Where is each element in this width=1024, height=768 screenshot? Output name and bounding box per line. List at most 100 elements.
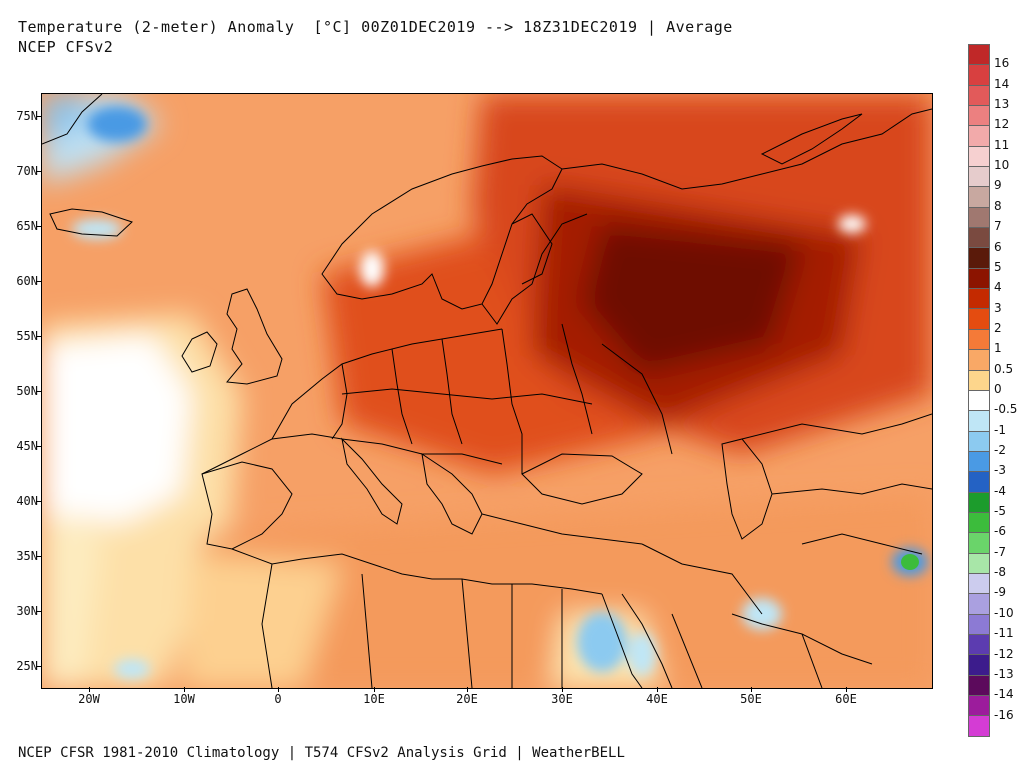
- lat-tick: [36, 611, 41, 612]
- colorbar-label: -3: [994, 463, 1006, 478]
- lat-label: 60N: [16, 274, 38, 288]
- colorbar-label: 13: [994, 97, 1010, 112]
- lat-label: 25N: [16, 659, 38, 673]
- lon-label: 20W: [78, 692, 100, 706]
- lat-tick: [36, 116, 41, 117]
- colorbar-cell: [968, 329, 990, 351]
- colorbar-cell: [968, 696, 990, 717]
- colorbar-label: -0.5: [994, 402, 1018, 417]
- colorbar-cell: [968, 268, 990, 290]
- lat-label: 55N: [16, 329, 38, 343]
- colorbar-label: 4: [994, 280, 1002, 295]
- lon-tick: [657, 687, 658, 692]
- colorbar-cell: [968, 228, 990, 249]
- colorbar-cell: [968, 309, 990, 330]
- colorbar-cell: [968, 634, 990, 656]
- lon-label: 50E: [740, 692, 762, 706]
- colorbar-label: 10: [994, 158, 1010, 173]
- colorbar-cell: [968, 126, 990, 147]
- colorbar-label: 1: [994, 341, 1002, 356]
- colorbar-cell: [968, 533, 990, 554]
- lon-tick: [846, 687, 847, 692]
- lon-tick: [184, 687, 185, 692]
- anomaly-map: [41, 93, 933, 689]
- colorbar-cell: [968, 675, 990, 696]
- colorbar-label: -6: [994, 524, 1006, 539]
- colorbar-label: -14: [994, 687, 1014, 702]
- lon-label: 10E: [363, 692, 385, 706]
- lon-tick: [278, 687, 279, 692]
- colorbar-label: 6: [994, 239, 1002, 254]
- lon-label: 40E: [646, 692, 668, 706]
- colorbar-cell: [968, 85, 990, 107]
- colorbar-label: -10: [994, 605, 1014, 620]
- lat-tick: [36, 336, 41, 337]
- colorbar-cell: [968, 492, 990, 513]
- colorbar-cell: [968, 146, 990, 168]
- lon-label: 60E: [835, 692, 857, 706]
- lat-label: 30N: [16, 604, 38, 618]
- colorbar-label: -5: [994, 504, 1006, 519]
- colorbar-label: -16: [994, 707, 1014, 722]
- colorbar-label: 0.5: [994, 361, 1014, 376]
- lat-tick: [36, 281, 41, 282]
- lat-label: 75N: [16, 109, 38, 123]
- colorbar-cell: [968, 248, 990, 269]
- colorbar-cell: [968, 655, 990, 676]
- lon-tick: [374, 687, 375, 692]
- colorbar-cell: [968, 390, 990, 412]
- colorbar-label: -1: [994, 422, 1006, 437]
- lat-label: 65N: [16, 219, 38, 233]
- colorbar-label: -4: [994, 483, 1006, 498]
- lat-tick: [36, 226, 41, 227]
- colorbar-cell: [968, 106, 990, 127]
- lat-tick: [36, 501, 41, 502]
- colorbar-label: 11: [994, 137, 1010, 152]
- model-name: NCEP CFSv2: [18, 38, 114, 56]
- colorbar-cell: [968, 411, 990, 432]
- colorbar-label: -8: [994, 565, 1006, 580]
- colorbar-label: -12: [994, 646, 1014, 661]
- lat-tick: [36, 446, 41, 447]
- lat-tick: [36, 391, 41, 392]
- map-canvas: [42, 94, 932, 688]
- colorbar-label: -13: [994, 666, 1014, 681]
- colorbar-cell: [968, 431, 990, 452]
- lat-label: 70N: [16, 164, 38, 178]
- colorbar-cell: [968, 167, 990, 188]
- colorbar-label: 7: [994, 219, 1002, 234]
- lon-tick: [467, 687, 468, 692]
- lat-tick: [36, 171, 41, 172]
- colorbar-label: -2: [994, 443, 1006, 457]
- colorbar-cell: [968, 512, 990, 534]
- colorbar-cell: [968, 451, 990, 473]
- colorbar-cell: [968, 594, 990, 615]
- colorbar-cell: [968, 65, 990, 86]
- colorbar-label: -9: [994, 585, 1006, 600]
- lat-label: 40N: [16, 494, 38, 508]
- map-title: Temperature (2-meter) Anomaly [°C] 00Z01…: [18, 18, 733, 36]
- colorbar-label: 0: [994, 381, 1002, 396]
- colorbar-label: 8: [994, 198, 1002, 213]
- colorbar-label: 2: [994, 320, 1002, 335]
- colorbar-label: -11: [994, 626, 1014, 641]
- lat-label: 50N: [16, 384, 38, 398]
- lon-label: 0: [274, 692, 282, 706]
- colorbar-cell: [968, 573, 990, 595]
- colorbar-cell: [968, 370, 990, 391]
- colorbar-cell: [968, 553, 990, 574]
- lon-tick: [89, 687, 90, 692]
- lon-tick: [562, 687, 563, 692]
- colorbar-label: -7: [994, 544, 1006, 559]
- colorbar-cell: [968, 187, 990, 208]
- lon-tick: [751, 687, 752, 692]
- footer-credits: NCEP CFSR 1981-2010 Climatology | T574 C…: [18, 745, 625, 761]
- colorbar-label: 3: [994, 300, 1002, 315]
- colorbar-cell: [968, 350, 990, 371]
- colorbar-label: 14: [994, 76, 1010, 91]
- colorbar-cell: [968, 614, 990, 635]
- colorbar-cell: [968, 472, 990, 493]
- colorbar-cell: [968, 289, 990, 310]
- colorbar-label: 9: [994, 178, 1002, 193]
- lon-label: 30E: [551, 692, 573, 706]
